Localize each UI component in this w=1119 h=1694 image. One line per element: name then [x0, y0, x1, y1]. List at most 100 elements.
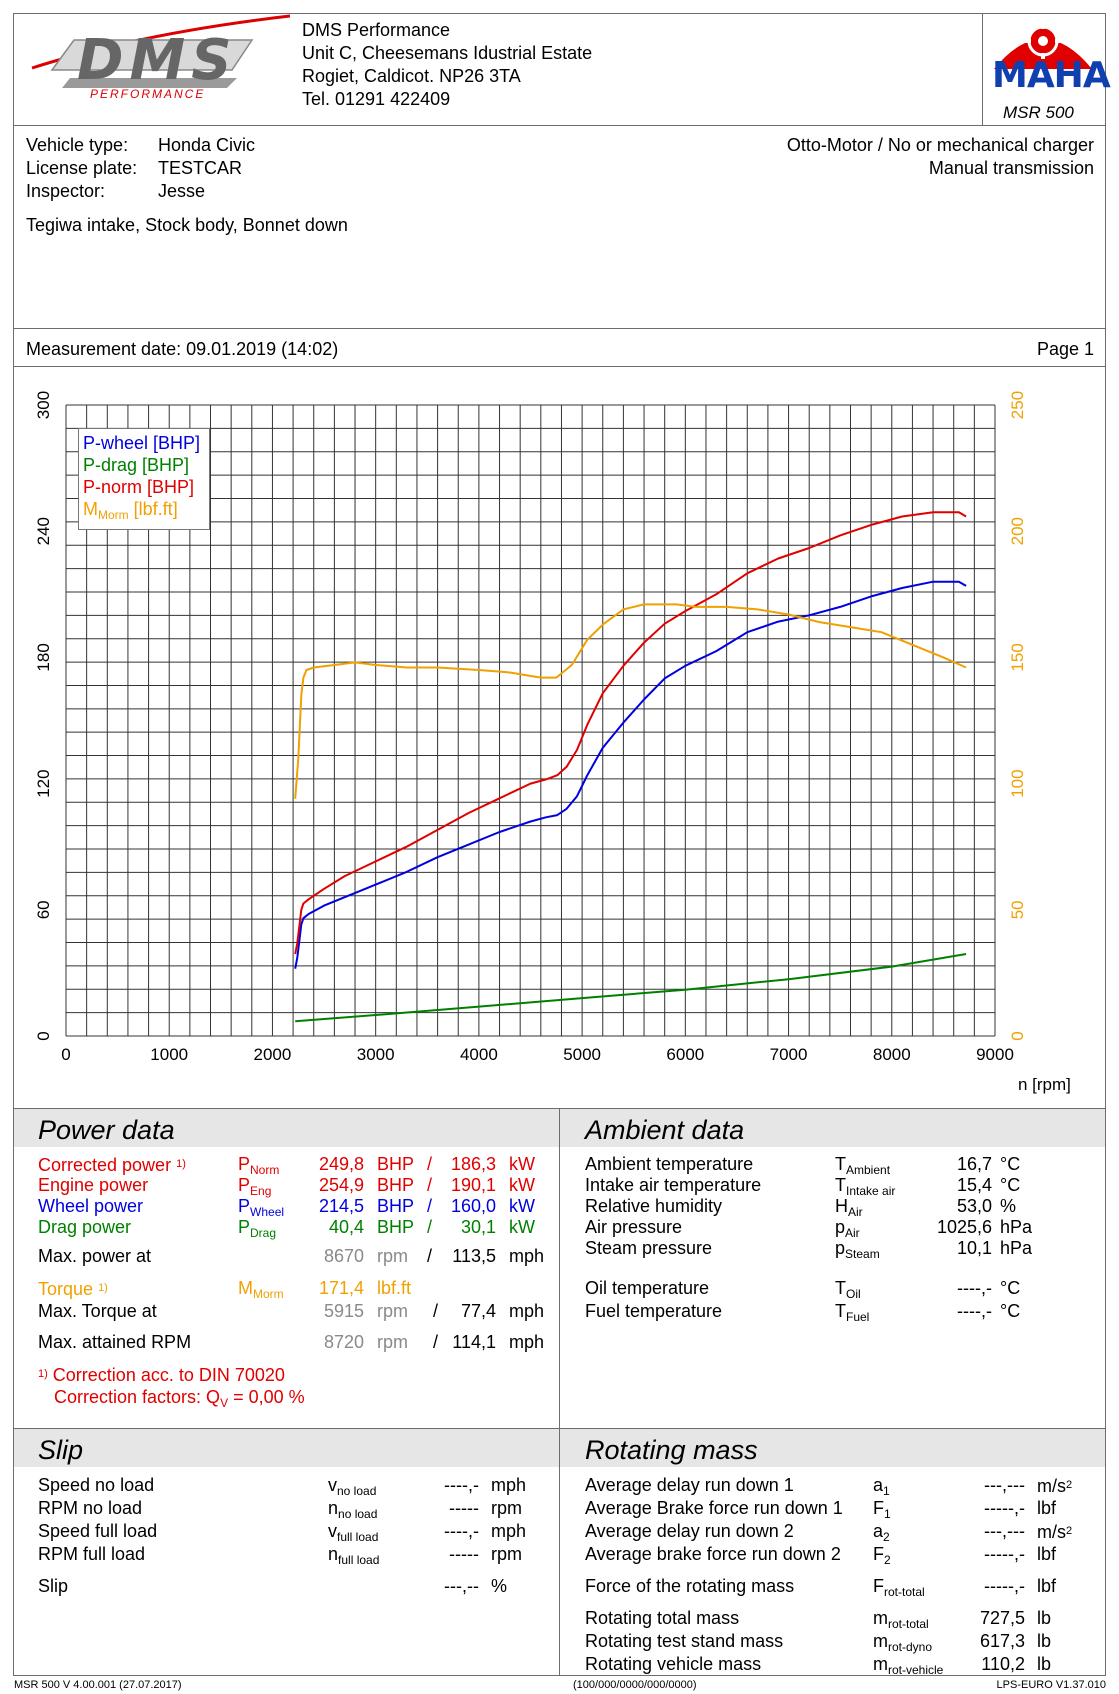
power-row-symbol-letter: P — [238, 1217, 251, 1237]
power-torque-chart: 0 1000 2000 3000 4000 5000 6000 7000 8000 9000060… — [34, 391, 1027, 1064]
max-torque-rpm-unit: rpm — [377, 1301, 408, 1321]
unit-text: m/s — [1037, 1522, 1066, 1542]
company-phone: Tel. 01291 422409 — [302, 89, 451, 109]
dms-logo: DMS PERFORMANCE — [22, 8, 291, 103]
ambient-row-symbol-letter: H — [835, 1196, 848, 1216]
ambient-row-unit: hPa — [1000, 1217, 1033, 1237]
footer-code: (100/000/0000/000/0000) — [573, 1679, 697, 1691]
ambient-row-symbol-letter: T — [835, 1175, 846, 1195]
slip-row-value: ----,- — [444, 1521, 479, 1541]
ambient-row-value: 15,4 — [956, 1175, 992, 1195]
power-row-unit-bhp: BHP — [377, 1217, 415, 1237]
power-row-symbol-letter: P — [238, 1196, 251, 1216]
rotating-row-symbol-letter: F — [873, 1498, 884, 1518]
slip-row-symbol: nno load — [328, 1497, 377, 1525]
ambient-row-symbol-sub: Air — [848, 1205, 863, 1219]
power-row-symbol-sub: Norm — [250, 1163, 280, 1177]
rotating-row-value: 617,3 — [979, 1631, 1025, 1651]
max-rpm-unit: rpm — [377, 1332, 408, 1352]
rotating-row-label: Average brake force run down 2 — [585, 1544, 841, 1564]
max-rpm-value: 8720 — [323, 1332, 364, 1352]
slip-row-unit: mph — [491, 1521, 527, 1541]
power-row-unit-bhp: BHP — [377, 1196, 415, 1216]
rotating-row-unit: lb — [1037, 1653, 1051, 1675]
power-row-unit-kw: kW — [509, 1154, 535, 1174]
power-row-unit-kw: kW — [509, 1175, 535, 1195]
ambient-row-unit: °C — [1000, 1278, 1021, 1298]
rotating-row-unit: m/s2 — [1037, 1520, 1072, 1543]
max-power-speed-unit: mph — [509, 1246, 545, 1266]
divider — [13, 125, 1106, 126]
ambient-row-unit: °C — [1000, 1154, 1021, 1174]
unit-text: m/s — [1037, 1476, 1066, 1496]
legend-p-drag: P-drag [BHP] — [83, 455, 190, 475]
legend-p-norm: P-norm [BHP] — [83, 477, 195, 497]
power-row-symbol-sub: Wheel — [250, 1205, 285, 1219]
power-row-value-bhp: 254,9 — [318, 1175, 364, 1195]
power-row-label: Wheel power — [38, 1195, 143, 1217]
ambient-row-symbol: TIntake air — [835, 1174, 895, 1202]
rotating-row-unit: lbf — [1037, 1575, 1056, 1597]
max-torque-sep: / — [433, 1301, 439, 1321]
power-row-unit-kw: kW — [509, 1196, 535, 1216]
slip-row-label: RPM no load — [38, 1498, 143, 1518]
rotating-row-symbol: Frot-total — [873, 1575, 925, 1603]
rotating-row-value: -----,- — [984, 1544, 1025, 1564]
rotating-row-symbol-sub: 2 — [883, 1530, 890, 1544]
slip-row-symbol-sub: full load — [338, 1553, 380, 1567]
max-rpm-sep: / — [433, 1332, 439, 1352]
x-axis-label: n [rpm] — [1018, 1075, 1071, 1094]
ambient-row-symbol-sub: Air — [845, 1226, 860, 1240]
unit-exponent: 2 — [1066, 1479, 1073, 1491]
power-row-sep: / — [427, 1175, 433, 1195]
rotating-row-symbol-sub: 1 — [884, 1507, 891, 1521]
rotating-row-unit: m/s2 — [1037, 1474, 1072, 1497]
power-row-value-kw: 186,3 — [450, 1154, 496, 1174]
rotating-row-symbol: a1 — [873, 1474, 890, 1502]
max-power-speed: 113,5 — [452, 1246, 496, 1266]
maha-text: MAHA — [992, 55, 1111, 96]
rotating-row-symbol-sub: rot-total — [884, 1585, 925, 1599]
ambient-row-label: Steam pressure — [585, 1238, 713, 1258]
ambient-row-symbol-sub: Ambient — [846, 1163, 891, 1177]
chart-ticks: 0 1000 2000 3000 4000 5000 6000 7000 8000 9000060… — [34, 391, 1027, 1064]
ambient-row-value: 10,1 — [956, 1238, 992, 1258]
logo-subtext: PERFORMANCE — [90, 87, 206, 101]
max-power-rpm: 8670 — [323, 1246, 364, 1266]
y-right-tick-label: 200 — [1008, 517, 1027, 545]
license-plate-value: TESTCAR — [158, 158, 243, 178]
test-notes: Tegiwa intake, Stock body, Bonnet down — [26, 215, 348, 235]
power-row-label: Corrected power 1) — [38, 1153, 186, 1176]
ambient-row-unit: °C — [1000, 1301, 1021, 1321]
rotating-row-symbol: a2 — [873, 1520, 890, 1548]
rotating-row-label: Force of the rotating mass — [585, 1576, 795, 1596]
power-row-symbol: PDrag — [238, 1216, 276, 1244]
ambient-row-symbol: TAmbient — [835, 1153, 890, 1181]
x-tick-label: 8000 — [873, 1045, 911, 1064]
rotating-row-value: 727,5 — [979, 1608, 1025, 1628]
power-row-symbol-letter: P — [238, 1154, 251, 1174]
ambient-row-symbol-sub: Steam — [845, 1247, 880, 1261]
ambient-row-symbol: TFuel — [835, 1300, 869, 1328]
rotating-row-value: ---,--- — [984, 1475, 1025, 1495]
rotating-row-symbol-sub: 2 — [884, 1553, 891, 1567]
y-right-tick-label: 0 — [1008, 1031, 1027, 1040]
rotating-row-unit: lbf — [1037, 1543, 1056, 1565]
power-row-symbol-sub: Eng — [250, 1184, 272, 1198]
rotating-row-value: 110,2 — [981, 1654, 1025, 1674]
unit-text: lbf — [1037, 1544, 1057, 1564]
series-line-1 — [295, 953, 967, 1023]
power-row-symbol-letter: P — [238, 1175, 251, 1195]
rotating-row-symbol: F1 — [873, 1497, 891, 1525]
correction-factors: Correction factors: QV = 0,00 % — [54, 1387, 305, 1410]
chart-series — [294, 511, 967, 1023]
y-left-tick-label: 120 — [34, 769, 53, 797]
ambient-row-symbol: TOil — [835, 1277, 861, 1305]
rotating-row-value: -----,- — [984, 1576, 1025, 1596]
slip-row-unit: mph — [491, 1475, 527, 1495]
license-plate-label: License plate: — [26, 158, 138, 178]
power-row-sep: / — [427, 1196, 433, 1216]
ambient-row-symbol-letter: p — [835, 1238, 846, 1258]
power-row-symbol: PEng — [238, 1174, 271, 1202]
ambient-row-value: 16,7 — [956, 1154, 992, 1174]
